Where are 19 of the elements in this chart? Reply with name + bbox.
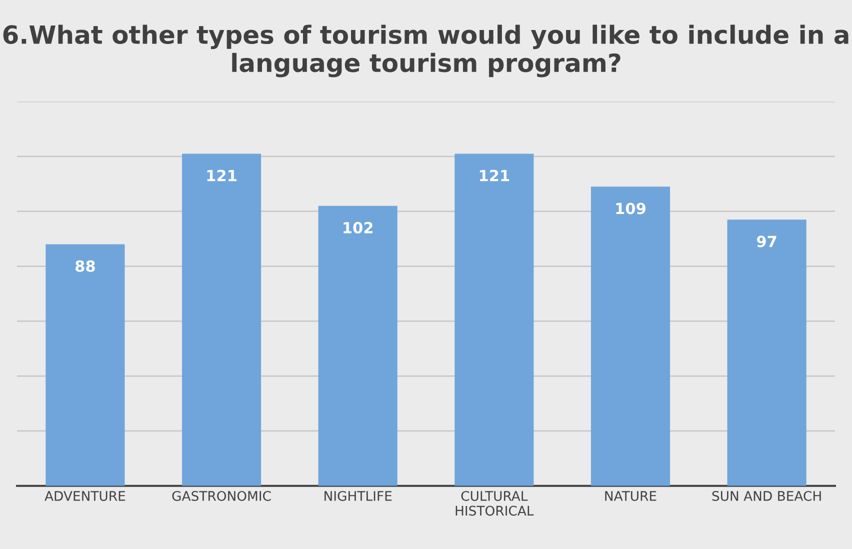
bar bbox=[454, 154, 534, 486]
data-label: 88 bbox=[76, 260, 95, 272]
bar bbox=[182, 154, 262, 486]
bar bbox=[318, 206, 398, 486]
bar bbox=[727, 220, 806, 486]
x-tick-label: GASTRONOMIC bbox=[172, 490, 271, 501]
x-tick-label: CULTURAL HISTORICAL bbox=[456, 490, 534, 516]
bar bbox=[590, 186, 670, 486]
x-tick-label: NIGHTLIFE bbox=[324, 490, 392, 501]
x-tick-label: ADVENTURE bbox=[44, 491, 126, 501]
data-label: 97 bbox=[756, 236, 776, 248]
bar bbox=[46, 244, 125, 486]
x-tick-label: NATURE bbox=[605, 491, 656, 501]
data-label: 121 bbox=[207, 170, 236, 182]
data-label: 121 bbox=[480, 170, 510, 182]
x-tick-label: SUN AND BEACH bbox=[712, 490, 821, 501]
chart-title: 6.What other types of tourism would you like to include in a language tourism program? bbox=[3, 24, 848, 78]
data-label: 109 bbox=[616, 202, 646, 214]
data-label: 102 bbox=[344, 222, 372, 234]
